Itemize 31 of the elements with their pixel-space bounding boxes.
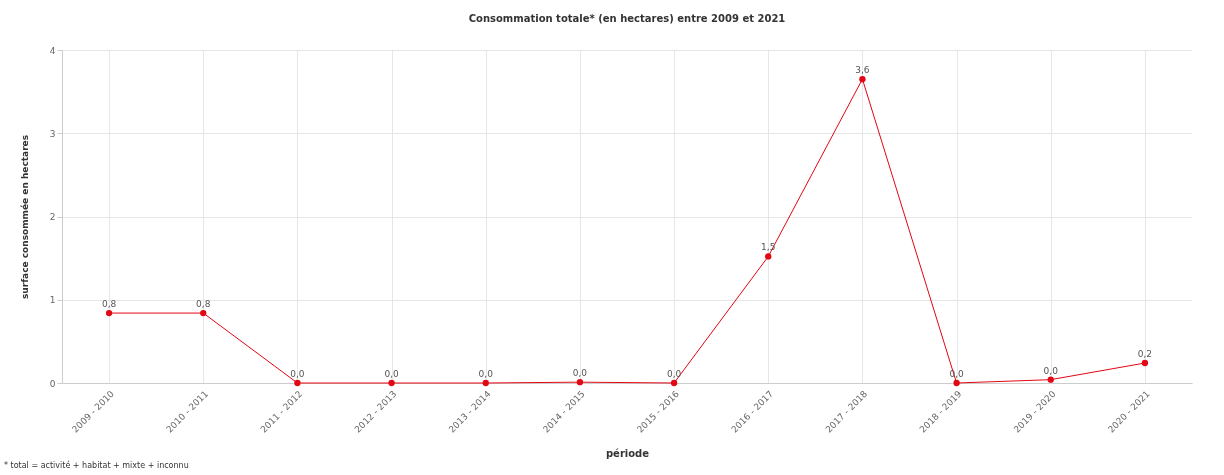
y-tick-label: 1 [49,295,56,306]
point [1047,376,1054,383]
point [200,309,207,317]
chart-title: Consommation totale* (en hectares) entre 2009 et 2021 [468,13,786,24]
data-label: 0,0 [666,369,682,379]
data-label: 0,0 [384,369,400,379]
point [670,379,678,387]
y-tick-label: 4 [49,45,56,56]
data-label: 0,0 [1043,365,1059,376]
text: * total = activité + habitat + mixte + inconnu [4,461,189,470]
point [765,253,772,260]
point [953,379,960,387]
data-label: 0,0 [478,369,494,379]
point [1141,359,1149,367]
y-tick-label: 0 [49,378,56,389]
data-label: 0,0 [572,368,588,379]
data-label: 0,2 [1137,349,1153,360]
data-label: 3,6 [855,65,870,76]
y-axis-title: surface consommée en hectares [19,134,30,300]
data-label: 0,8 [101,299,117,310]
point [388,379,395,387]
data-label: 0,0 [290,369,305,379]
point [294,379,301,387]
x-axis-title: période [605,447,650,459]
y-tick-label: 2 [49,212,56,222]
point [482,379,489,387]
data-label: 0,8 [196,299,211,310]
point [576,379,584,386]
y-tick-label: 3 [49,128,56,139]
point [105,309,113,317]
point [859,75,866,83]
